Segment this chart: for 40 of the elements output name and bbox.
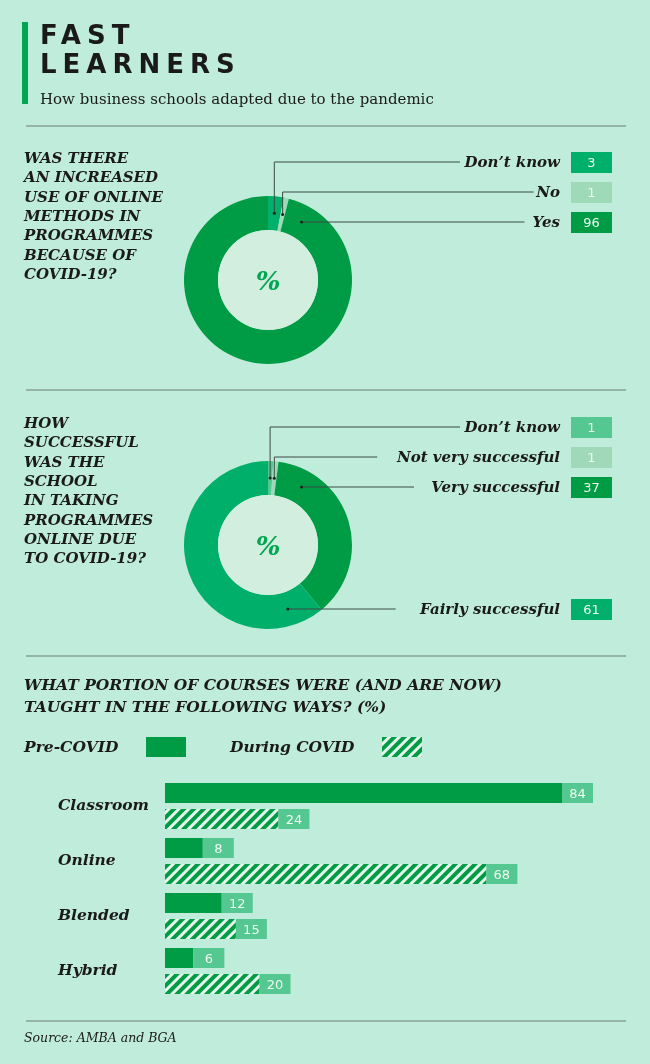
data-label: 6: [204, 951, 213, 966]
data-label: 37: [583, 480, 600, 495]
legend-label: Don’t know: [463, 418, 562, 436]
data-label: 1: [587, 185, 596, 200]
data-label: 68: [493, 867, 511, 882]
text: WAS THERE AN INCREASED USE OF ONLINE METHODS IN PROGRAMMES BECAUSE OF COVID-19?: [22, 149, 164, 283]
legend-label: Yes: [532, 213, 561, 231]
y-tick-label: Classroom: [58, 795, 149, 814]
source-note: Source: AMBA and BGA: [24, 1030, 177, 1045]
donut-slice: [268, 196, 284, 231]
donut-slice: [184, 461, 322, 629]
data-label: 3: [587, 155, 596, 170]
data-label: 15: [243, 922, 260, 937]
legend-label: Pre-COVID: [23, 737, 119, 756]
legend-label: No: [535, 183, 560, 201]
text: HOW SUCCESSFUL WAS THE SCHOOL IN TAKING PROGRAMMES ONLINE DUE TO COVID-19?: [23, 414, 154, 568]
legend-label: Very successful: [431, 478, 561, 496]
text: %: [255, 266, 281, 296]
legend-label: Fairly successful: [419, 600, 561, 618]
y-tick-label: Blended: [57, 905, 130, 924]
y-tick-label: Online: [58, 850, 116, 869]
data-label: 1: [587, 450, 596, 465]
data-label: 1: [587, 420, 596, 435]
data-label: 20: [266, 977, 284, 992]
donut-slice: [277, 197, 289, 232]
text: How business schools adapted due to the pandemic: [40, 90, 434, 108]
data-label: 12: [228, 896, 246, 911]
chart-title: WHAT PORTION OF COURSES WERE (AND ARE NOW) TAUGHT IN THE FOLLOWING WAYS? (%): [24, 675, 502, 716]
text: %: [255, 531, 281, 561]
data-label: 84: [569, 786, 586, 801]
text: FAST LEARNERS: [40, 20, 241, 79]
legend-label: Don’t know: [463, 153, 562, 171]
y-tick-label: Hybrid: [57, 960, 118, 979]
data-label: 96: [583, 215, 600, 230]
data-label: 61: [583, 602, 600, 617]
legend-label: Not very successful: [395, 448, 561, 466]
data-label: 24: [285, 812, 303, 827]
donut-slice: [184, 196, 352, 364]
data-label: 8: [214, 841, 223, 856]
legend-label: During COVID: [229, 737, 356, 756]
